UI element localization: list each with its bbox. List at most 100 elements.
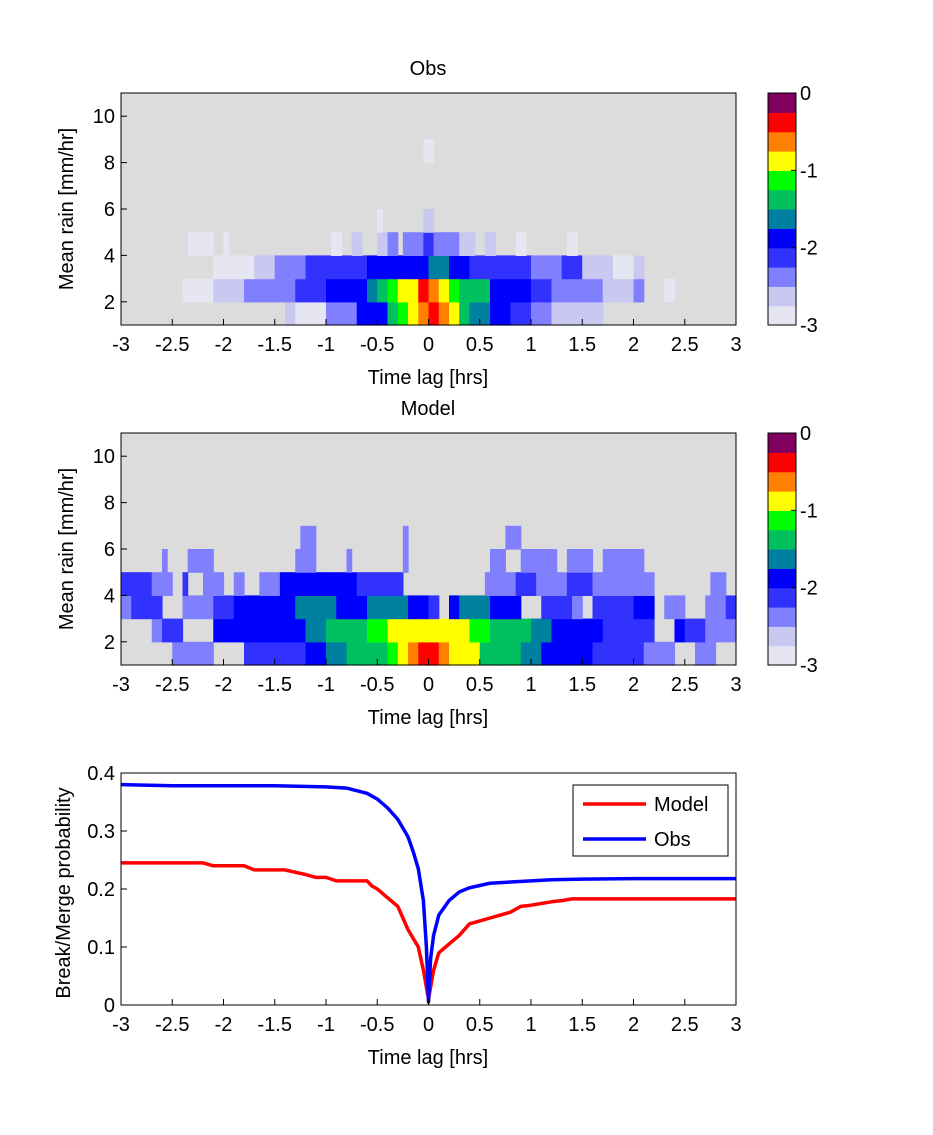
model-heatmap-cell xyxy=(705,595,727,620)
obs-heatmap-x-tick-label: -0.5 xyxy=(360,334,394,356)
obs-heatmap-cell xyxy=(408,278,419,303)
model-heatmap-cell xyxy=(459,641,481,666)
obs-heatmap-cell xyxy=(582,278,604,303)
colorbar-swatch xyxy=(768,661,796,666)
colorbar-swatch xyxy=(768,297,796,303)
colorbar-swatch xyxy=(768,170,796,175)
obs-heatmap-x-tick-label: 1 xyxy=(525,334,536,356)
model-heatmap-cell xyxy=(515,572,537,596)
colorbar-swatch xyxy=(768,502,796,508)
obs-heatmap-cell xyxy=(531,278,553,303)
obs-heatmap-cell xyxy=(418,301,430,326)
line-x-tick-label: 2.5 xyxy=(671,1014,699,1036)
colorbar-swatch xyxy=(768,649,796,654)
obs-heatmap-x-tick-label: -3 xyxy=(112,334,130,356)
model-heatmap-cell xyxy=(582,618,604,643)
obs-heatmap-cell xyxy=(449,278,460,303)
colorbar-swatch xyxy=(768,236,796,241)
model-heatmap-cell xyxy=(449,595,460,620)
colorbar-swatch xyxy=(768,278,796,284)
obs-heatmap-cell xyxy=(484,232,496,256)
model-heatmap-cell xyxy=(520,549,558,573)
model-heatmap-cell xyxy=(536,572,568,596)
obs-heatmap-cell xyxy=(244,278,266,303)
line-x-tick-label: 1 xyxy=(525,1014,536,1036)
model-heatmap-cells xyxy=(121,525,737,666)
obs-heatmap-y-tick-label: 10 xyxy=(93,106,115,128)
colorbar-swatch xyxy=(768,657,796,662)
model-heatmap-cell xyxy=(566,572,594,596)
obs-heatmap-cell xyxy=(613,255,635,280)
colorbar-swatch xyxy=(768,463,796,469)
model-heatmap-cell xyxy=(279,572,296,596)
line-y-tick-label: 0.4 xyxy=(87,763,115,785)
model-heatmap-cell xyxy=(182,595,214,620)
colorbar-swatch xyxy=(768,556,796,562)
obs-heatmap-cell xyxy=(551,301,583,326)
obs-heatmap-cell xyxy=(223,255,255,280)
colorbar-swatch xyxy=(768,294,796,299)
colorbar-swatch xyxy=(768,309,796,314)
obs-heatmap-cell xyxy=(387,255,409,280)
model-heatmap-cell xyxy=(408,618,430,643)
obs-heatmap-cell xyxy=(326,278,348,303)
colorbar-swatch xyxy=(768,139,796,144)
colorbar-swatch xyxy=(768,112,796,117)
obs-heatmap-cell xyxy=(469,301,491,326)
colorbar-swatch xyxy=(768,216,796,222)
obs-heatmap-xlabel: Time lag [hrs] xyxy=(368,367,488,389)
obs-heatmap-cell xyxy=(469,255,501,280)
obs-heatmap-cell xyxy=(356,301,378,326)
model-heatmap-cell xyxy=(326,641,348,666)
model-heatmap-cell xyxy=(490,618,512,643)
model-heatmap-y-tick-label: 8 xyxy=(104,493,115,515)
line-x-tick-label: 0.5 xyxy=(466,1014,494,1036)
model-heatmap-cell xyxy=(182,572,189,596)
obs-heatmap-cell xyxy=(459,232,476,256)
model-heatmap-cell xyxy=(643,572,655,596)
model-heatmap-cell xyxy=(203,572,225,596)
line-y-tick-label: 0.2 xyxy=(87,879,115,901)
obs-heatmap-cell xyxy=(490,301,512,326)
colorbar-swatch xyxy=(768,537,796,542)
colorbar-tick-label: 0 xyxy=(800,423,811,445)
obs-heatmap-cell xyxy=(428,255,450,280)
obs-heatmap-cell xyxy=(443,232,460,256)
obs-heatmap-cell xyxy=(285,301,296,326)
obs-heatmap-cell xyxy=(336,255,368,280)
colorbar-swatch xyxy=(768,494,796,500)
model-heatmap-cell xyxy=(674,618,686,643)
colorbar-swatch xyxy=(768,483,796,488)
obs-heatmap-cell xyxy=(438,278,450,303)
colorbar-swatch xyxy=(768,205,796,210)
colorbar-swatch xyxy=(768,637,796,643)
model-heatmap-x-tick-label: -2.5 xyxy=(155,674,189,696)
obs-heatmap-x-ticks: -3 -2.5 -2 -1.5 -1 -0.5 0 0.5 1 1.5 2 2.5 3 xyxy=(112,319,742,356)
colorbar-swatch xyxy=(768,460,796,465)
colorbar-tick-label: -3 xyxy=(800,655,818,677)
colorbar-swatch xyxy=(768,96,796,102)
model-heatmap-cell xyxy=(479,641,501,666)
colorbar-swatch xyxy=(768,436,796,442)
colorbar-swatch xyxy=(768,521,796,527)
model-heatmap-x-tick-label: 2 xyxy=(628,674,639,696)
colorbar-tick-label: -1 xyxy=(800,500,818,522)
colorbar-swatch xyxy=(768,568,796,573)
obs-heatmap-cell xyxy=(531,301,553,326)
model-heatmap-cell xyxy=(295,595,327,620)
model-heatmap-cell xyxy=(305,618,327,643)
colorbar-swatch xyxy=(768,634,796,639)
model-heatmap-cell xyxy=(336,595,368,620)
model-heatmap-x-tick-label: 3 xyxy=(730,674,741,696)
colorbar-swatch xyxy=(768,317,796,322)
obs-heatmap-x-tick-label: 0 xyxy=(423,334,434,356)
model-heatmap-x-tick-label: -2 xyxy=(215,674,233,696)
model-heatmap-cell xyxy=(438,641,450,666)
obs-heatmap-cell xyxy=(602,278,635,303)
colorbar-swatch xyxy=(768,282,796,287)
obs-heatmap-cell xyxy=(633,255,645,280)
obs-heatmap-cell xyxy=(438,301,450,326)
colorbar-swatch xyxy=(768,614,796,620)
legend-box xyxy=(572,784,729,857)
obs-heatmap-cell xyxy=(274,255,296,280)
